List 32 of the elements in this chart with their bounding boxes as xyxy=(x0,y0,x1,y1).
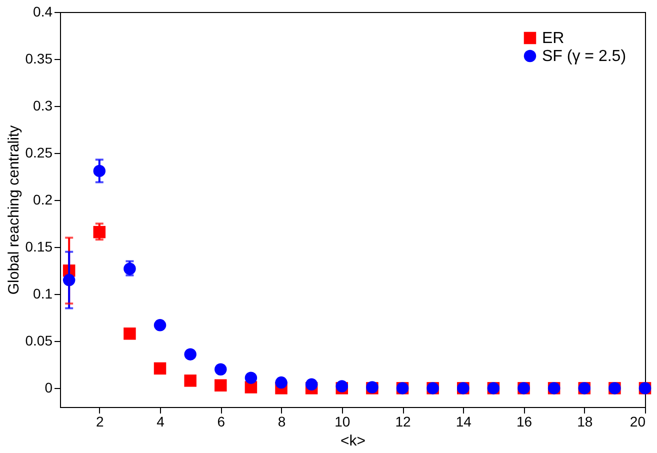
point xyxy=(124,328,136,340)
point xyxy=(154,362,166,375)
y-tick-label: 0.4 xyxy=(33,4,53,20)
y-tick-label: 0.25 xyxy=(25,144,53,161)
y-tick-label: 0 xyxy=(44,380,53,396)
point xyxy=(184,348,196,360)
y-tick-label: 0.3 xyxy=(33,98,53,114)
x-tick-label: 10 xyxy=(334,414,350,430)
x-tick-label: 6 xyxy=(217,414,226,430)
point xyxy=(275,376,288,389)
x-tick-label: 12 xyxy=(395,414,412,430)
point xyxy=(244,372,258,384)
legend-label: SF (γ = 2.5) xyxy=(542,48,626,65)
x-tick-label: 20 xyxy=(630,414,646,430)
y-tick-label: 0.2 xyxy=(33,192,53,208)
point xyxy=(214,379,227,392)
x-tick-label: 14 xyxy=(456,414,472,430)
x-tick-label: 8 xyxy=(278,414,286,430)
y-axis-title: Global reaching centrality xyxy=(5,124,22,295)
point xyxy=(305,378,318,391)
point xyxy=(214,363,227,376)
x-tick-label: 18 xyxy=(577,414,593,430)
x-tick-label: 16 xyxy=(516,414,532,430)
y-tick-label: 0.05 xyxy=(25,332,53,349)
point xyxy=(184,374,196,387)
x-tick-label: 2 xyxy=(96,414,104,430)
x-tick-label: 4 xyxy=(156,414,165,430)
y-tick-label: 0.35 xyxy=(25,50,53,67)
y-tick-label: 0.1 xyxy=(33,286,53,302)
x-axis-title: <k> xyxy=(340,432,366,450)
y-tick-label: 0.15 xyxy=(25,238,53,255)
legend-label: ER xyxy=(542,30,564,47)
